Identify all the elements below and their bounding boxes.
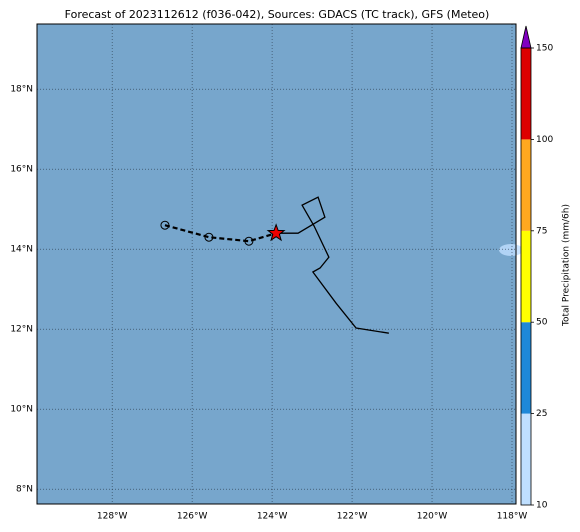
- colorbar-extend: [520, 25, 532, 49]
- y-tick-label: 10°N: [10, 405, 33, 415]
- y-tick-label: 16°N: [10, 165, 33, 175]
- chart-title: Forecast of 2023112612 (f036-042), Sourc…: [65, 8, 490, 21]
- x-tick-label: 122°W: [337, 512, 368, 522]
- colorbar-label: Total Precipitation (mm/6h): [562, 204, 572, 327]
- x-tick-label: 128°W: [97, 512, 128, 522]
- y-tick-label: 12°N: [10, 325, 33, 335]
- colorbar-tick-label: 10: [536, 501, 548, 511]
- x-tick-label: 124°W: [257, 512, 288, 522]
- y-tick-label: 8°N: [16, 485, 33, 495]
- colorbar-tick-label: 150: [536, 44, 553, 54]
- x-tick-label: 120°W: [417, 512, 448, 522]
- map-frame: [36, 23, 517, 505]
- colorbar-frame: [520, 47, 532, 506]
- x-tick-label: 126°W: [177, 512, 208, 522]
- colorbar-segment: [521, 48, 531, 140]
- colorbar-segment: [521, 230, 531, 323]
- past-track: [276, 196, 389, 334]
- precip-patch: [499, 244, 523, 256]
- colorbar-segment: [521, 139, 531, 231]
- x-tick-label: 118°W: [497, 512, 528, 522]
- colorbar-tick-label: 100: [536, 135, 553, 145]
- y-tick-label: 18°N: [10, 85, 33, 95]
- current-position: [266, 223, 286, 242]
- forecast-point: [160, 220, 170, 230]
- ocean: [37, 24, 516, 504]
- colorbar-tick-label: 50: [536, 318, 548, 328]
- forecast-track: [164, 224, 277, 243]
- forecast-point: [244, 236, 254, 246]
- colorbar-segment: [521, 413, 531, 505]
- colorbar-tick-label: 75: [536, 226, 547, 236]
- y-tick-label: 14°N: [10, 245, 33, 255]
- forecast-point: [204, 232, 214, 242]
- colorbar-tick-label: 25: [536, 409, 547, 419]
- colorbar-segment: [521, 322, 531, 414]
